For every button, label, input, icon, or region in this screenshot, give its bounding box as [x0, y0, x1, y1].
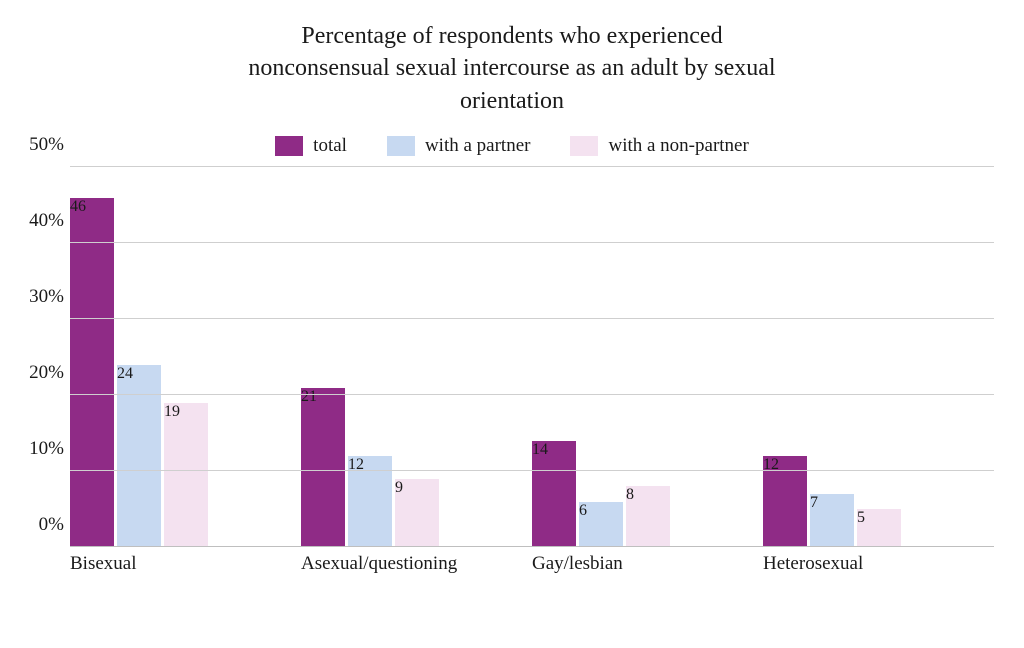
legend-label: with a non-partner [608, 135, 748, 157]
chart-title-line: nonconsensual sexual intercourse as an a… [87, 52, 937, 84]
plot-area: 4624192112914681275 0%10%20%30%40%50% [70, 167, 994, 547]
legend-swatch [387, 136, 415, 156]
legend-label: with a partner [425, 135, 531, 157]
legend-swatch [570, 136, 598, 156]
bar-with_non_partner: 9 [395, 479, 439, 547]
bar-with_non_partner: 5 [857, 509, 901, 547]
gridline [70, 470, 994, 471]
legend-item-total: total [275, 135, 347, 157]
x-tick-label: Gay/lesbian [532, 547, 763, 577]
bar-group: 1275 [763, 167, 994, 547]
legend-swatch [275, 136, 303, 156]
y-tick-label: 50% [22, 134, 64, 156]
bar-with_partner: 7 [810, 494, 854, 547]
bar-with_partner: 24 [117, 365, 161, 547]
bar-group: 1468 [532, 167, 763, 547]
bar-group: 462419 [70, 167, 301, 547]
y-tick-label: 40% [22, 210, 64, 232]
x-tick-label: Heterosexual [763, 547, 994, 577]
bar-total: 14 [532, 441, 576, 547]
chart-title-line: Percentage of respondents who experience… [87, 20, 937, 52]
bar-with_non_partner: 8 [626, 486, 670, 547]
chart-area: 4624192112914681275 0%10%20%30%40%50% Bi… [70, 167, 994, 577]
legend-item-with_non_partner: with a non-partner [570, 135, 748, 157]
chart-title-line: orientation [87, 85, 937, 117]
y-tick-label: 20% [22, 362, 64, 384]
bar-groups: 4624192112914681275 [70, 167, 994, 547]
gridline [70, 394, 994, 395]
legend: total with a partner with a non-partner [20, 135, 1004, 157]
legend-item-with_partner: with a partner [387, 135, 531, 157]
legend-label: total [313, 135, 347, 157]
chart-container: Percentage of respondents who experience… [0, 0, 1024, 648]
y-tick-label: 0% [22, 514, 64, 536]
y-tick-label: 30% [22, 286, 64, 308]
bar-with_partner: 6 [579, 502, 623, 548]
bar-total: 46 [70, 198, 114, 548]
bar-total: 21 [301, 388, 345, 548]
chart-title: Percentage of respondents who experience… [87, 20, 937, 117]
y-tick-label: 10% [22, 438, 64, 460]
bar-group: 21129 [301, 167, 532, 547]
x-tick-label: Bisexual [70, 547, 301, 577]
x-axis: BisexualAsexual/questioningGay/lesbianHe… [70, 547, 994, 577]
x-tick-label: Asexual/questioning [301, 547, 532, 577]
gridline [70, 318, 994, 319]
gridline [70, 242, 994, 243]
bar-with_non_partner: 19 [164, 403, 208, 547]
gridline [70, 166, 994, 167]
